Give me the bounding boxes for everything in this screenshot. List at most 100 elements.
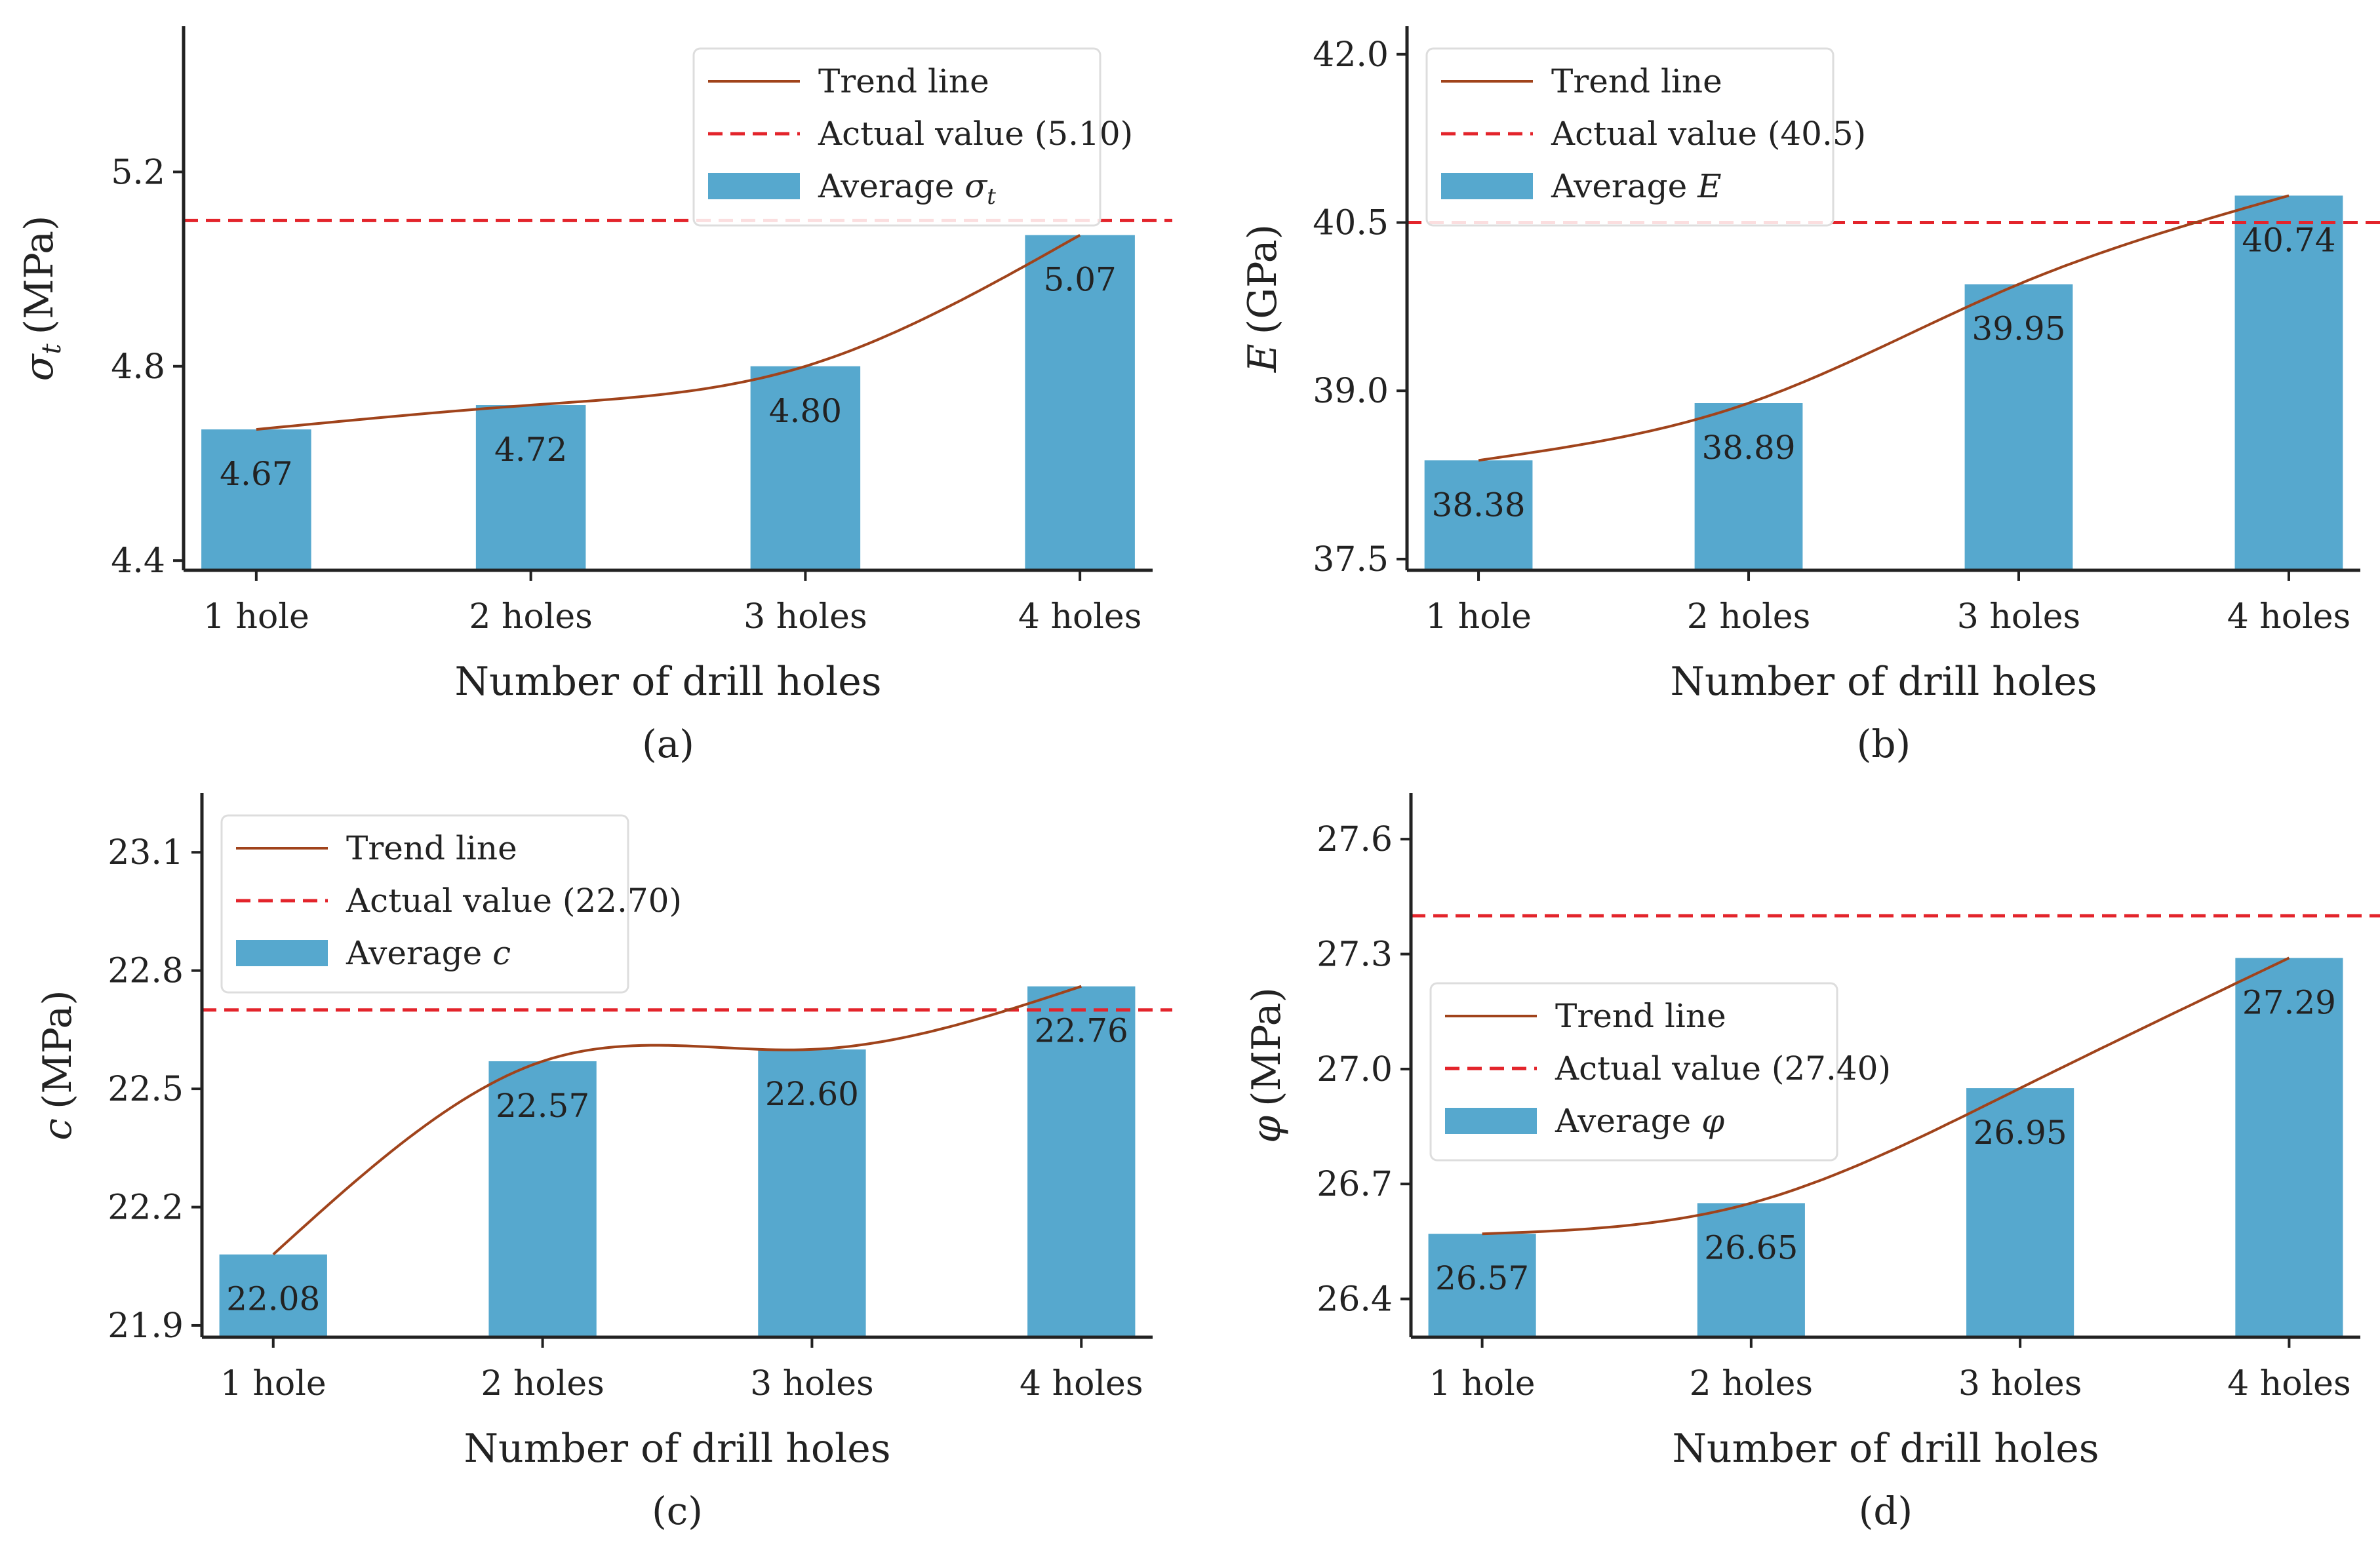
y-tick-label: 22.5 [108, 1070, 184, 1109]
y-tick-label: 26.4 [1317, 1280, 1393, 1320]
bar-1 [1428, 1234, 1536, 1337]
bar-4 [1025, 235, 1135, 570]
x-tick-label: 3 holes [1958, 1364, 2082, 1403]
bar-3 [758, 1049, 866, 1337]
legend: Trend line Actual value (40.5) Average E [1425, 47, 1866, 227]
x-tick-label: 4 holes [1020, 1364, 1143, 1403]
bar-2 [1694, 403, 1803, 570]
trend-line [272, 985, 1082, 1256]
data-label-1: 38.38 [1431, 486, 1525, 524]
data-label-1: 26.57 [1435, 1259, 1529, 1297]
x-tick-label: 2 holes [469, 597, 593, 636]
data-label-2: 38.89 [1701, 429, 1795, 467]
legend-actual-label: Actual value (27.40) [1555, 1049, 1891, 1087]
data-label-1: 22.08 [226, 1280, 320, 1318]
data-label-2: 22.57 [496, 1087, 589, 1125]
y-axis-label: c (MPa) [35, 990, 81, 1140]
x-tick-label: 1 hole [1429, 1364, 1536, 1403]
trend-line [256, 233, 1081, 431]
data-label-3: 39.95 [1972, 310, 2065, 348]
y-axis-label: σt (MPa) [16, 216, 67, 382]
x-tick-label: 3 holes [1957, 597, 2081, 636]
bar-2 [475, 405, 586, 570]
chart-panel-b: 38.38 38.89 39.95 40.74 37.5 39.0 40.5 42.0 1 ho… [1240, 26, 2380, 766]
legend-bar-swatch [236, 940, 328, 966]
data-label-4: 27.29 [2242, 983, 2336, 1021]
legend: Trend line Actual value (27.40) Average φ [1429, 982, 1891, 1162]
legend-trend-label: Trend line [346, 829, 517, 867]
y-label-subscript: t [37, 343, 67, 354]
y-tick-label: 27.0 [1317, 1050, 1393, 1089]
y-label-unit: (GPa) [1240, 224, 1286, 334]
bar-3 [1964, 284, 2073, 570]
bar-1 [1424, 460, 1533, 570]
trend-line [1482, 956, 2290, 1236]
bar-4 [2235, 958, 2343, 1337]
y-tick-label: 42.0 [1313, 35, 1389, 75]
y-tick-label: 27.3 [1317, 935, 1393, 974]
bar-2 [488, 1061, 597, 1337]
x-tick-label: 4 holes [2227, 1364, 2351, 1403]
y-tick-label: 23.1 [108, 833, 184, 872]
legend-bar-swatch [708, 173, 800, 199]
bar-4 [2234, 195, 2343, 571]
legend-actual-label: Actual value (22.70) [346, 882, 682, 920]
legend: Trend line Actual value (5.10) Average σt [692, 47, 1133, 227]
legend: Trend line Actual value (22.70) Average c [220, 814, 682, 994]
y-label-symbol: φ [1244, 1116, 1290, 1143]
chart-panel-a: 4.67 4.72 4.80 5.07 4.4 4.8 5.2 1 hole 2 holes 3 … [16, 26, 1172, 766]
x-tick-label: 1 hole [1425, 597, 1532, 636]
y-label-symbol: E [1240, 343, 1286, 373]
panel-caption: (d) [1859, 1489, 1913, 1533]
bar-2 [1697, 1203, 1805, 1337]
x-tick-label: 4 holes [1018, 597, 1142, 636]
x-tick-label: 3 holes [750, 1364, 874, 1403]
legend-average-symbol: c [492, 934, 511, 972]
legend-average-symbol: E [1697, 167, 1722, 205]
data-label-3: 4.80 [769, 392, 842, 430]
y-tick-label: 27.6 [1317, 820, 1393, 859]
bar-3 [750, 366, 861, 570]
y-label-unit: (MPa) [1244, 987, 1290, 1106]
bar-1 [201, 429, 311, 570]
data-label-3: 22.60 [765, 1075, 859, 1113]
legend-actual-label: Actual value (40.5) [1551, 115, 1866, 153]
y-tick-label: 22.8 [108, 952, 184, 991]
x-axis-label: Number of drill holes [464, 1426, 890, 1472]
legend-average-symbol: σ [964, 167, 988, 205]
legend-average-label: Average E [1551, 167, 1722, 205]
x-axis-label: Number of drill holes [454, 659, 881, 705]
y-axis-label: E (GPa) [1240, 224, 1286, 373]
bar-3 [1966, 1088, 2074, 1337]
y-tick-label: 5.2 [111, 153, 165, 192]
legend-trend-label: Trend line [1551, 62, 1722, 100]
data-label-4: 40.74 [2242, 221, 2335, 259]
chart-panel-c: 22.08 22.57 22.60 22.76 21.9 22.2 22.5 22.8 23.1… [35, 793, 1172, 1533]
y-tick-label: 40.5 [1313, 203, 1389, 243]
legend-average-label: Average φ [1555, 1102, 1724, 1140]
x-tick-label: 2 holes [1687, 597, 1811, 636]
chart-panel-d: 26.57 26.65 26.95 27.29 26.4 26.7 27.0 27.3 27.6… [1244, 793, 2380, 1533]
legend-bar-swatch [1441, 173, 1533, 199]
y-tick-label: 26.7 [1317, 1165, 1393, 1204]
legend-bar-swatch [1445, 1108, 1537, 1134]
data-label-4: 5.07 [1043, 261, 1116, 299]
data-label-2: 26.65 [1704, 1228, 1798, 1266]
x-tick-label: 2 holes [1690, 1364, 1814, 1403]
data-label-3: 26.95 [1973, 1114, 2067, 1152]
legend-average-subscript: t [987, 184, 996, 210]
legend-average-prefix: Average [1551, 167, 1697, 205]
x-tick-label: 2 holes [481, 1364, 605, 1403]
y-tick-label: 37.5 [1313, 540, 1389, 579]
legend-average-label: Average σt [818, 167, 996, 210]
panel-caption: (c) [652, 1489, 703, 1533]
panel-caption: (b) [1857, 722, 1911, 766]
y-label-symbol: σ [16, 353, 62, 381]
panel-caption: (a) [642, 722, 694, 766]
x-tick-label: 4 holes [2227, 597, 2351, 636]
y-label-symbol: c [35, 1118, 81, 1141]
legend-average-prefix: Average [818, 167, 964, 205]
legend-trend-label: Trend line [818, 62, 989, 100]
y-tick-label: 22.2 [108, 1188, 184, 1228]
